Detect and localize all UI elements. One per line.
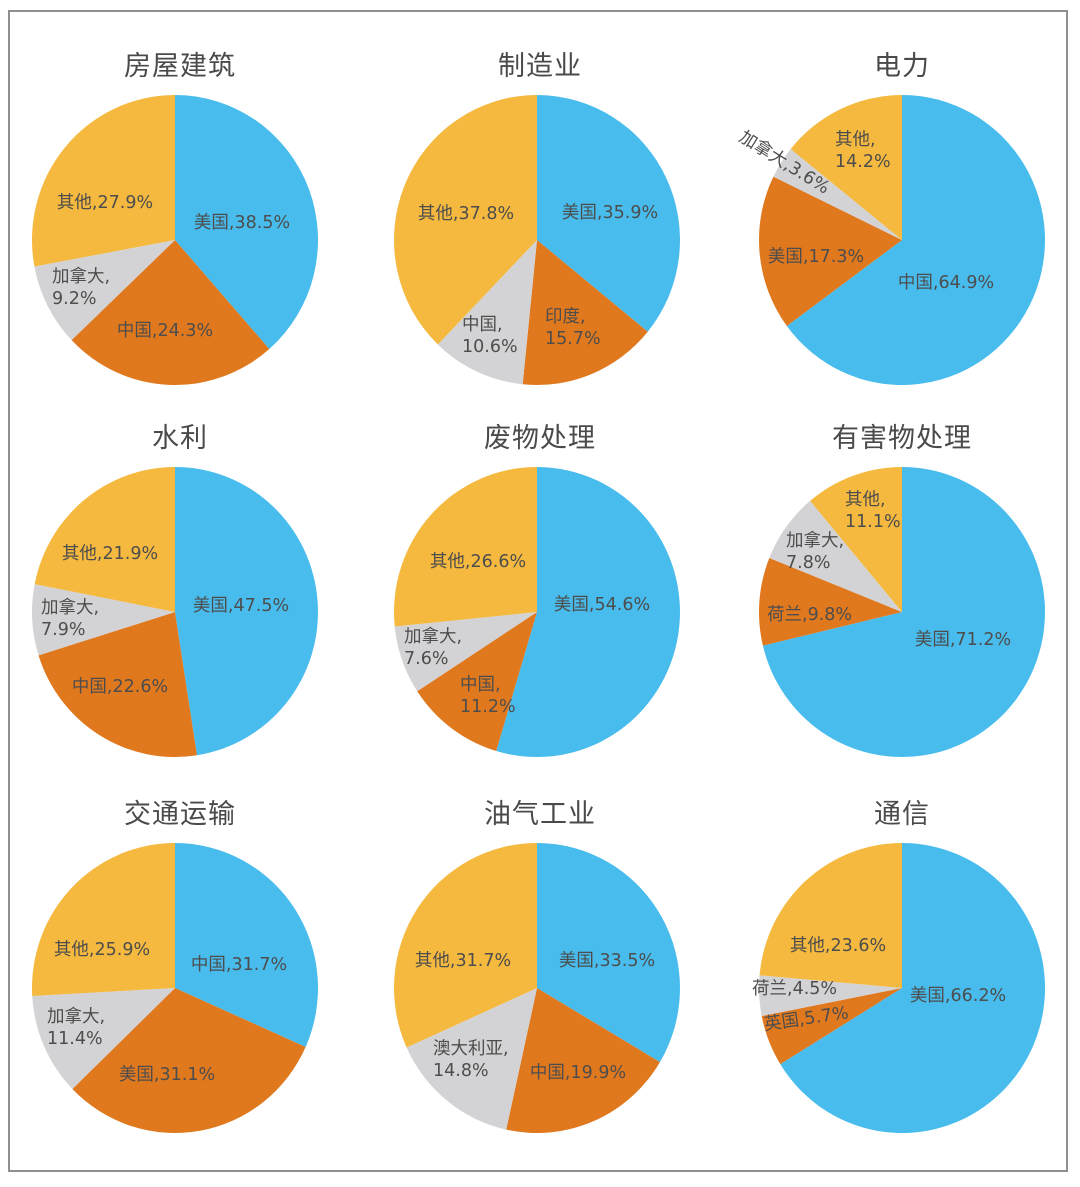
slice-label: 美国,54.6% xyxy=(554,595,650,615)
pie-panel-power: 电力 xyxy=(722,0,1080,372)
pie-slice-orange xyxy=(72,988,306,1133)
pie-chart: 美国,66.2%英国,5.7%荷兰,4.5%其他,23.6% xyxy=(752,842,1046,1133)
pie-panel-building: 房屋建筑 xyxy=(0,0,360,372)
slice-label: 加拿大, 7.8% xyxy=(786,530,844,573)
pie-title: 有害物处理 xyxy=(832,423,972,454)
pie-slice-yellow xyxy=(759,842,902,988)
slice-label: 中国,22.6% xyxy=(72,677,168,697)
slice-label: 加拿大, 7.6% xyxy=(404,626,462,669)
pie-chart: 美国,71.2% 荷兰,9.8% 加拿大, 7.8%其他, 11.1% xyxy=(759,466,1046,757)
slice-label: 其他,26.6% xyxy=(430,552,526,572)
pie-slice-gray xyxy=(394,612,537,692)
pie-slice-orange xyxy=(761,988,902,1065)
pie-title: 交通运输 xyxy=(124,799,236,830)
pie-chart: 美国,33.5% 中国,19.9% 澳大利亚, 14.8% 其他,31.7% xyxy=(393,843,680,1133)
slice-label: 其他,25.9% xyxy=(54,940,150,960)
pie-slice-gray xyxy=(437,240,537,385)
slice-label: 印度, 15.7% xyxy=(545,307,601,349)
pie-slice-blue xyxy=(175,467,318,756)
pie-slice-yellow xyxy=(31,95,175,267)
pie-slice-gray xyxy=(32,988,175,1089)
pie-slice-orange xyxy=(759,176,902,326)
slice-label: 荷兰,4.5% xyxy=(752,979,837,999)
slice-label: 其他,23.6% xyxy=(790,936,886,956)
slice-label: 加拿大, 7.9% xyxy=(41,597,99,640)
pie-panel-waste: 废物处理 xyxy=(360,372,720,744)
pie-slice-blue xyxy=(537,843,680,1063)
pie-slice-yellow xyxy=(393,843,537,1048)
pie-slice-blue xyxy=(786,95,1046,385)
pie-chart: 中国,31.7% 美国,31.1% 加拿大, 11.4% 其他,25.9% xyxy=(32,843,318,1133)
pie-slice-gray xyxy=(758,975,902,1017)
slice-label: 中国, 11.2% xyxy=(460,675,516,717)
pie-chart: 中国,64.9%美国,17.3%加拿大,3.6% 其他, 14.2% xyxy=(735,95,1046,385)
pie-panel-hazardous: 有害物处理 xyxy=(722,372,1080,744)
slice-label: 加拿大, 11.4% xyxy=(47,1006,105,1049)
pie-slice-yellow xyxy=(810,467,902,612)
slice-label: 中国,64.9% xyxy=(898,273,994,293)
pie-slice-gray xyxy=(769,500,902,612)
pie-title: 制造业 xyxy=(498,51,582,82)
slice-label: 美国,66.2% xyxy=(910,986,1006,1006)
slice-label: 中国, 10.6% xyxy=(462,315,518,357)
slice-label: 其他, 14.2% xyxy=(835,130,891,172)
pie-chart: 美国,35.9% 印度, 15.7% 中国, 10.6% 其他,37.8% xyxy=(394,95,680,386)
pie-title: 房屋建筑 xyxy=(124,51,236,82)
slice-label: 中国,31.7% xyxy=(191,955,287,975)
pie-slice-blue xyxy=(175,95,319,349)
pie-title: 通信 xyxy=(874,799,930,830)
pie-slice-blue xyxy=(537,95,680,332)
slice-label: 其他,21.9% xyxy=(62,544,158,564)
pie-slice-yellow xyxy=(394,95,537,345)
slice-label: 澳大利亚, 14.8% xyxy=(433,1039,509,1081)
pie-slice-gray xyxy=(34,240,175,341)
slice-label: 美国,31.1% xyxy=(119,1065,215,1085)
slice-label: 其他,27.9% xyxy=(57,193,153,213)
pie-panel-transport: 交通运输 xyxy=(0,748,360,1120)
pie-slice-yellow xyxy=(34,467,175,612)
slice-label: 其他,31.7% xyxy=(415,951,511,971)
pie-slice-orange xyxy=(506,988,660,1133)
pie-slice-orange xyxy=(759,557,902,646)
pie-slice-orange xyxy=(71,240,270,386)
slice-label: 美国,71.2% xyxy=(915,630,1011,650)
pie-slice-orange xyxy=(522,240,648,386)
pie-slice-orange xyxy=(417,612,537,751)
slice-label: 其他, 11.1% xyxy=(845,490,901,532)
pie-title: 电力 xyxy=(874,51,930,82)
pie-slice-gray xyxy=(406,988,537,1130)
slice-label: 美国,33.5% xyxy=(559,951,655,971)
pie-chart: 美国,54.6% 中国, 11.2% 加拿大, 7.6% 其他,26.6% xyxy=(393,467,680,757)
pie-slice-yellow xyxy=(790,95,902,240)
pie-slice-yellow xyxy=(32,843,175,996)
pie-panel-water: 水利 xyxy=(0,372,360,744)
pie-slice-orange xyxy=(38,612,197,757)
pie-title: 油气工业 xyxy=(484,799,596,830)
pie-slice-blue xyxy=(175,843,318,1047)
slice-label: 荷兰,9.8% xyxy=(767,605,852,625)
pie-title: 水利 xyxy=(152,423,208,454)
pie-title: 废物处理 xyxy=(484,423,596,454)
pie-panel-manufacturing: 制造业 xyxy=(360,0,720,372)
slice-label: 中国,24.3% xyxy=(117,321,213,341)
pie-slice-gray xyxy=(32,584,175,656)
slice-label: 美国,47.5% xyxy=(193,596,289,616)
slice-label: 美国,35.9% xyxy=(562,203,658,223)
pie-chart: 美国,47.5% 中国,22.6% 加拿大, 7.9% 其他,21.9% xyxy=(32,467,318,757)
chart-frame xyxy=(8,10,1068,1172)
slice-label: 加拿大, 9.2% xyxy=(52,266,110,309)
pie-chart: 美国,38.5% 中国,24.3% 加拿大, 9.2% 其他,27.9% xyxy=(31,95,319,386)
pie-slice-blue xyxy=(496,467,680,757)
slice-label: 其他,37.8% xyxy=(418,204,514,224)
pie-slice-blue xyxy=(762,466,1046,757)
slice-label: 美国,17.3% xyxy=(768,247,864,267)
pie-slice-yellow xyxy=(393,467,537,627)
pie-panel-oil-gas: 油气工业 xyxy=(360,748,720,1120)
pie-slice-blue xyxy=(780,843,1046,1133)
slice-label: 美国,38.5% xyxy=(194,213,290,233)
pie-panel-telecom: 通信 xyxy=(722,748,1080,1120)
pie-slice-gray xyxy=(773,148,902,240)
slice-label: 中国,19.9% xyxy=(530,1063,626,1083)
